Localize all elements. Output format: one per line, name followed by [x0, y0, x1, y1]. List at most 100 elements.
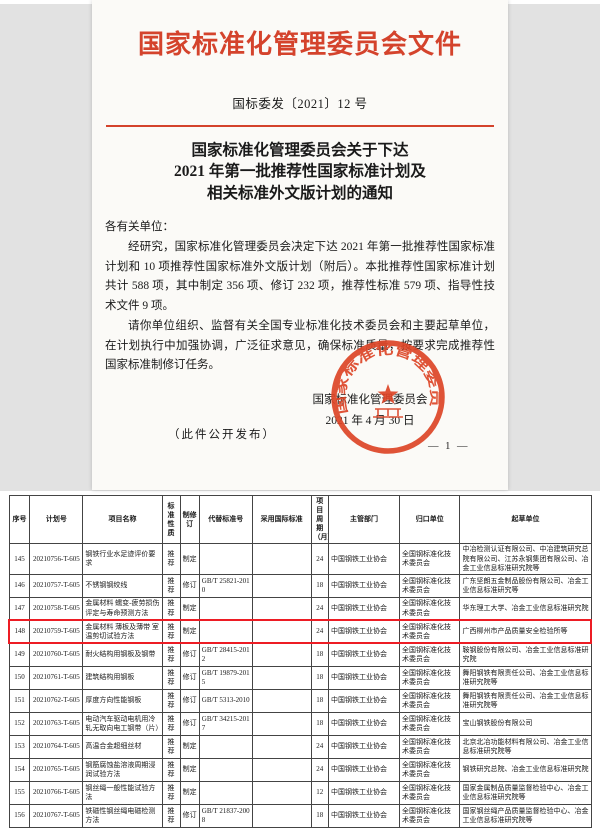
cell: GB/T 28415-2012	[198, 642, 253, 667]
table-row: 146 20210757-T-605 不锈钢钢绞线 推荐 修订 GB/T 25821-20…	[8, 573, 592, 598]
cell: 全国钢标准化技术委员会	[398, 757, 461, 782]
cell: 国家金属制品质量监督检验中心、冶金工业信息标准研究院等	[459, 780, 592, 805]
cell: 宝山钢铁股份有限公司	[459, 711, 592, 736]
cell	[251, 688, 312, 713]
cell: 广东坚朗五金制品股份有限公司、冶金工业信息标准研究等	[459, 573, 592, 598]
cell: 24	[310, 543, 329, 575]
red-divider-line	[106, 125, 494, 127]
cell: 20210766-T-605	[29, 780, 84, 805]
cell: 北京北冶功能材料有限公司、冶金工业信息标准研究院等	[459, 734, 592, 759]
cell: 推荐	[161, 665, 181, 690]
cell: 20210767-T-605	[29, 803, 84, 828]
cell: 金属材料 蠕变-疲劳损伤评定与寿命预测方法	[82, 596, 163, 621]
cell: 12	[310, 780, 329, 805]
cell: 全国钢标准化技术委员会	[398, 543, 461, 575]
document-title-line-3: 相关标准外文版计划的通知	[206, 184, 393, 202]
table-row: 155 20210766-T-605 钢丝绳一般性能试验方法 推荐 制定 12 中国钢铁工业…	[8, 780, 592, 805]
cell: 中国钢铁工业协会	[327, 619, 400, 645]
table-row: 152 20210763-T-605 电动汽车驱动电机用冷轧无取向电工钢带（片） 推荐…	[8, 711, 592, 736]
cell: 推荐	[161, 543, 181, 575]
cell: 150	[8, 665, 31, 690]
standards-plan-table: 序号计划号项目名称标准性质制修订代替标准号采用国际标准项目周期（月）主管部门归口…	[8, 494, 593, 828]
cell: 推荐	[161, 596, 181, 621]
cell: 154	[8, 757, 31, 782]
cell: 20210756-T-605	[29, 543, 84, 575]
cell: 全国钢标准化技术委员会	[398, 711, 461, 736]
column-header: 序号	[8, 494, 31, 545]
cell: 20210765-T-605	[29, 757, 84, 782]
cell: 全国钢标准化技术委员会	[398, 734, 461, 759]
table-row: 145 20210756-T-605 钢铁行业水足迹评价要求 推荐 制定 24 中国钢铁工业…	[8, 543, 592, 575]
cell: 不锈钢钢绞线	[82, 573, 163, 598]
cell: 推荐	[161, 642, 181, 667]
cell: 修订	[179, 711, 200, 736]
cell	[251, 573, 312, 598]
cell: 建筑结构用钢板	[82, 665, 163, 690]
document-title-line-1: 国家标准化管理委员会关于下达	[191, 142, 409, 159]
public-release-note: （此件公开发布）	[168, 429, 276, 441]
cell	[251, 596, 312, 621]
cell	[198, 780, 253, 805]
cell: 推荐	[161, 780, 181, 805]
cell: 中国钢铁工业协会	[327, 711, 400, 736]
cell: 全国钢标准化技术委员会	[398, 573, 461, 598]
cell: 153	[8, 734, 31, 759]
cell: 修订	[179, 573, 200, 598]
cell: 厚度方向性能钢板	[82, 688, 163, 713]
cell: GB/T 5313-2010	[198, 688, 253, 713]
cell	[198, 596, 253, 621]
cell	[251, 619, 312, 645]
seal-curved-text: 国家标准化管理委员会	[328, 338, 443, 415]
cell: 广西柳州市产品质量安全检验所等	[459, 619, 593, 645]
column-header: 起草单位	[459, 494, 592, 545]
seal-emblem-icon	[373, 408, 403, 418]
table-row: 154 20210765-T-605 钢筋腐蚀盐溶液周期浸润试验方法 推荐 制定 24 中国…	[8, 757, 592, 782]
cell: 推荐	[161, 688, 181, 713]
cell: 修订	[179, 803, 200, 828]
table-header: 序号计划号项目名称标准性质制修订代替标准号采用国际标准项目周期（月）主管部门归口…	[8, 494, 592, 545]
cell: 推荐	[161, 803, 181, 828]
cell: 鞍钢股份有限公司、冶金工业信息标准研究院	[459, 642, 592, 667]
document-page: 国家标准化管理委员会文件 国标委发〔2021〕12 号 国家标准化管理委员会关于…	[92, 0, 508, 490]
cell: 制定	[179, 543, 200, 575]
cell: 全国钢标准化技术委员会	[398, 619, 461, 645]
cell: 钢丝绳一般性能试验方法	[82, 780, 163, 805]
cell: 中国钢铁工业协会	[327, 734, 400, 759]
cell: 20210762-T-605	[29, 688, 84, 713]
cell: 中国钢铁工业协会	[327, 642, 400, 667]
cell: 24	[310, 596, 329, 621]
cell: GB/T 19879-2015	[198, 665, 253, 690]
column-header: 采用国际标准	[251, 494, 312, 545]
cell	[198, 619, 253, 645]
cell: 高温合金超细丝材	[82, 734, 163, 759]
cell: 146	[8, 573, 31, 598]
table-header-row: 序号计划号项目名称标准性质制修订代替标准号采用国际标准项目周期（月）主管部门归口…	[8, 494, 592, 545]
cell: 中国钢铁工业协会	[327, 757, 400, 782]
cell: 全国钢标准化技术委员会	[398, 665, 461, 690]
body-paragraph-1: 经研究，国家标准化管理委员会决定下达 2021 年第一批推荐性国家标准计划和 1…	[105, 240, 495, 313]
cell: 20210757-T-605	[29, 573, 84, 598]
cell: 铁磁性钢丝绳电磁检测方法	[82, 803, 163, 828]
cell: 全国钢标准化技术委员会	[398, 780, 461, 805]
cell: 制定	[179, 734, 200, 759]
column-header: 项目名称	[82, 494, 163, 545]
cell: 推荐	[161, 711, 181, 736]
signer-name: 国家标准化管理委员会	[312, 394, 428, 406]
cell: 推荐	[161, 573, 181, 598]
cell: 全国钢标准化技术委员会	[398, 596, 461, 621]
cell	[251, 757, 312, 782]
cell: 24	[310, 757, 329, 782]
cell: 修订	[179, 665, 200, 690]
cell: GB/T 34215-2017	[198, 711, 253, 736]
cell: 155	[8, 780, 31, 805]
cell: 制定	[179, 596, 200, 621]
official-seal-stamp-icon: 国家标准化管理委员会	[328, 338, 445, 454]
table-row: 149 20210760-T-605 耐火结构用钢板及钢带 推荐 修订 GB/T 2841…	[8, 642, 592, 667]
cell: 156	[8, 803, 31, 828]
cell: 推荐	[161, 757, 181, 782]
cell: 修订	[179, 688, 200, 713]
cell: 全国钢标准化技术委员会	[398, 803, 461, 828]
cell	[198, 734, 253, 759]
cell: 20210758-T-605	[29, 596, 84, 621]
cell: 18	[310, 573, 329, 598]
